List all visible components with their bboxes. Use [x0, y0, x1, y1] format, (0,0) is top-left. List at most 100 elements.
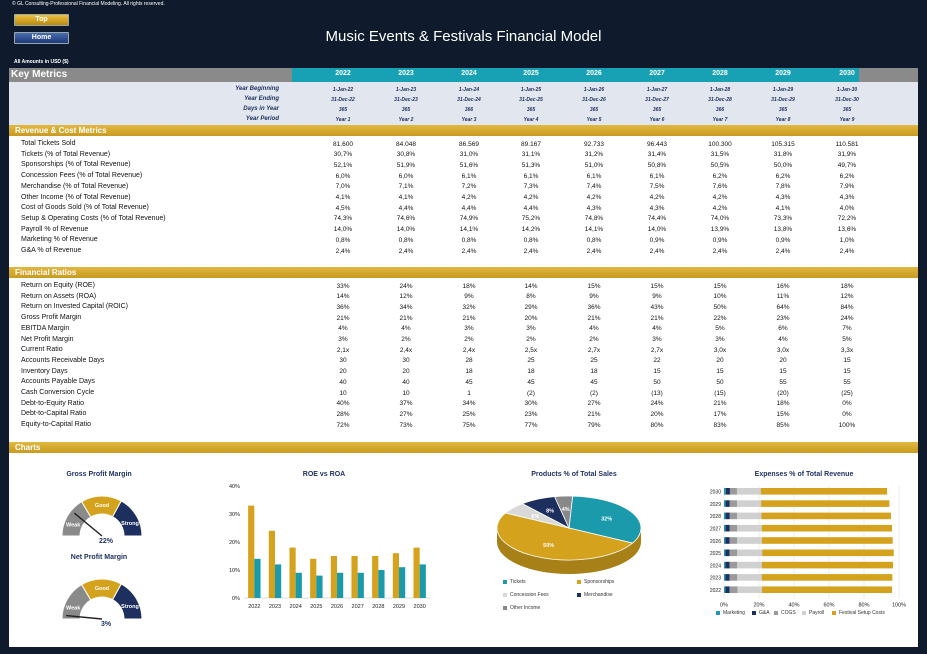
- table-cell: 37%: [399, 400, 413, 408]
- table-cell: 31,9%: [837, 151, 857, 159]
- legend-item: Tickets: [503, 579, 526, 585]
- table-cell: 43%: [650, 303, 664, 311]
- table-cell: 4%: [401, 325, 411, 333]
- year-col-2022: 2022: [335, 70, 351, 77]
- table-cell: 75,2%: [521, 215, 541, 223]
- table-cell: 10%: [713, 293, 727, 301]
- table-cell: 21%: [650, 314, 664, 322]
- table-cell: 4%: [338, 325, 348, 333]
- x-tick-label: 20%: [753, 603, 764, 609]
- table-cell: 2,4%: [649, 247, 665, 255]
- expense-bar-marketing: [724, 549, 726, 557]
- pie-data-label: 50%: [543, 543, 554, 549]
- year-info-value: 31-Dec-27: [645, 97, 669, 103]
- page-title: Music Events & Festivals Financial Model: [325, 28, 602, 45]
- table-cell: 2,5x: [524, 346, 538, 354]
- table-cell: 20: [402, 368, 410, 376]
- expense-bar-festival-setup-costs: [761, 537, 893, 544]
- table-cell: 96.443: [647, 140, 667, 148]
- legend-label: Concession Fees: [510, 592, 549, 598]
- table-cell: 64%: [776, 303, 790, 311]
- table-cell: 11%: [776, 293, 790, 301]
- table-cell: 15: [779, 368, 787, 376]
- expense-bar-marketing: [724, 561, 726, 569]
- table-cell: 14%: [524, 282, 538, 290]
- roe-roa-title: ROE vs ROA: [302, 471, 346, 478]
- table-cell: 30%: [524, 400, 538, 408]
- year-info-value: 365: [401, 107, 411, 113]
- expense-bar-cogs: [729, 549, 738, 557]
- roe-bar: [392, 553, 399, 598]
- year-info-value: 1-Jan-26: [583, 87, 605, 93]
- legend-swatch: [716, 610, 720, 615]
- table-cell: 0,8%: [461, 236, 477, 244]
- year-info-value: 31-Dec-30: [835, 97, 859, 103]
- legend-swatch: [832, 610, 836, 615]
- expense-bar-g-a: [725, 488, 730, 495]
- expense-bar-marketing: [724, 574, 726, 581]
- table-cell: 4,5%: [335, 204, 351, 212]
- year-info-value: Year 4: [523, 117, 539, 123]
- table-cell: 18: [465, 368, 473, 376]
- table-cell: 2,4%: [523, 247, 539, 255]
- table-cell: 7,1%: [398, 183, 414, 191]
- table-cell: 4,1%: [398, 194, 414, 201]
- table-cell: 28%: [336, 410, 350, 418]
- roa-bar: [337, 572, 344, 598]
- table-cell: 30: [339, 357, 347, 365]
- year-info-value: Year 1: [335, 117, 351, 123]
- gross-margin-gauge: Weak Good Strong 22%: [61, 495, 143, 544]
- table-cell: 27%: [399, 410, 413, 418]
- table-cell: 2,4%: [461, 247, 477, 255]
- table-cell: 51,9%: [396, 161, 416, 169]
- year-info-value: Year 9: [839, 117, 855, 123]
- y-tick-label: 20%: [229, 540, 240, 546]
- table-cell: 3%: [652, 336, 662, 343]
- table-cell: 18: [590, 368, 598, 376]
- table-cell: 80%: [650, 421, 664, 429]
- pie-slice-other-income: [554, 495, 574, 530]
- year-info-value: Year 7: [712, 117, 728, 123]
- table-cell: 10: [402, 389, 410, 397]
- roe-bar: [351, 556, 358, 598]
- table-cell: 31,2%: [584, 151, 604, 159]
- pie-data-label: 6%: [531, 514, 539, 520]
- table-cell: 18%: [462, 282, 476, 290]
- y-tick-label: 2022: [710, 588, 721, 594]
- legend-swatch: [503, 579, 507, 584]
- expense-bar-g-a: [725, 549, 730, 557]
- legend-item: G&A: [752, 610, 770, 616]
- legend-swatch: [503, 605, 507, 610]
- row-label: EBITDA Margin: [21, 324, 70, 332]
- year-info-value: 1-Jan-29: [772, 87, 794, 93]
- table-cell: 7%: [842, 325, 852, 333]
- expense-bar-payroll: [737, 537, 762, 544]
- table-cell: 12%: [840, 293, 854, 301]
- y-tick-label: 2029: [710, 502, 721, 508]
- x-tick-label: 2030: [414, 604, 426, 610]
- roe-bar: [289, 547, 296, 598]
- year-col-2025: 2025: [523, 70, 539, 77]
- table-cell: 2,4%: [839, 247, 855, 255]
- table-cell: 4,3%: [649, 204, 665, 212]
- table-cell: 1: [467, 389, 471, 397]
- table-cell: 0%: [842, 410, 852, 418]
- table-cell: 50: [716, 378, 724, 386]
- table-cell: 13,9%: [710, 226, 730, 234]
- year-info-value: 1-Jan-23: [395, 87, 417, 93]
- table-cell: 14,2%: [521, 226, 541, 234]
- gauge-segment-strong: [111, 500, 143, 537]
- top-button[interactable]: Top: [14, 14, 69, 26]
- table-cell: 9%: [652, 293, 662, 301]
- legend-swatch: [802, 610, 806, 615]
- legend-swatch: [503, 592, 507, 597]
- table-cell: 50,8%: [647, 161, 667, 169]
- expense-bar-payroll: [736, 488, 761, 495]
- home-button[interactable]: Home: [14, 32, 69, 44]
- roa-bar: [275, 564, 282, 598]
- table-cell: 50%: [713, 303, 727, 311]
- table-cell: 15%: [587, 282, 601, 290]
- table-cell: 73%: [399, 421, 413, 429]
- table-cell: 4,3%: [775, 194, 791, 201]
- table-cell: 51,0%: [584, 161, 604, 169]
